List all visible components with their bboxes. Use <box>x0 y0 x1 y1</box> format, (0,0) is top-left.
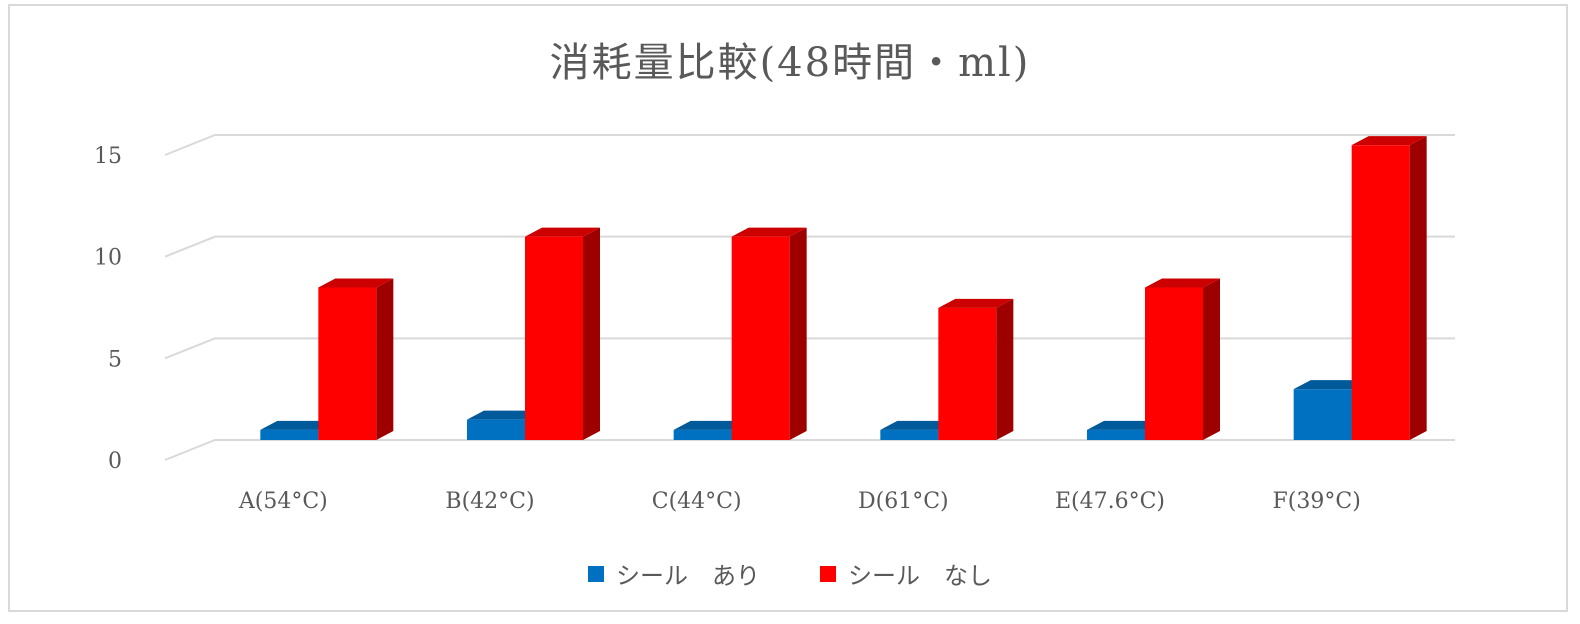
bars <box>260 136 1427 440</box>
bar-series-2 <box>318 278 394 440</box>
bar-series-2 <box>938 298 1014 440</box>
bar-series-2 <box>1351 136 1427 440</box>
bar-side <box>1203 278 1220 440</box>
bar-front <box>673 429 732 440</box>
gridline <box>164 134 1455 156</box>
bar-top <box>525 227 600 237</box>
bar-front <box>318 287 377 440</box>
y-tick-label: 0 <box>108 449 122 474</box>
bar-top <box>260 420 336 430</box>
gridline <box>164 439 1455 461</box>
bar-top <box>938 298 1014 308</box>
bar-side <box>996 298 1014 440</box>
x-category-label: E(47.6°C) <box>1055 489 1165 514</box>
bar-front <box>1145 287 1203 440</box>
legend-swatch-blue <box>588 565 604 582</box>
legend-swatch-red <box>820 565 836 582</box>
bar-top <box>1293 380 1369 390</box>
legend: シール あり シール なし <box>0 556 1580 591</box>
legend-label: シール あり <box>616 562 760 590</box>
bar-front <box>731 236 790 440</box>
bar-top <box>318 278 394 288</box>
bar-front <box>525 236 583 440</box>
gridline <box>164 235 1455 258</box>
x-category-label: F(39°C) <box>1273 489 1361 514</box>
bar-front <box>938 307 997 440</box>
bar-series-2 <box>1145 278 1220 440</box>
bar-top <box>1145 278 1220 288</box>
x-category-label: A(54°C) <box>238 489 328 514</box>
bar-series-2 <box>731 227 807 440</box>
legend-item-series-1[interactable]: シール あり <box>588 556 760 591</box>
bar-series-2 <box>525 227 600 440</box>
y-tick-label: 10 <box>94 246 122 271</box>
bar-top <box>880 420 956 430</box>
bar-front <box>1293 389 1352 440</box>
bar-front <box>1087 429 1145 440</box>
bar-front <box>260 429 319 440</box>
bar-side <box>789 227 807 440</box>
x-category-label: C(44°C) <box>652 489 742 514</box>
bar-front <box>1351 145 1410 440</box>
bar-front <box>467 419 525 440</box>
gridline <box>164 337 1455 360</box>
bar-front <box>880 429 939 440</box>
bar-top <box>1087 420 1162 430</box>
bar-top <box>731 227 807 237</box>
bar-top <box>1351 136 1427 146</box>
x-category-label: D(61°C) <box>858 489 949 514</box>
x-axis-labels: A(54°C) B(42°C) C(44°C) D(61°C) E(47.6°C) F(3… <box>238 489 1361 514</box>
bar-side <box>583 227 600 440</box>
legend-label: シール なし <box>848 562 992 590</box>
x-category-label: B(42°C) <box>445 489 534 514</box>
legend-item-series-2[interactable]: シール なし <box>820 556 992 591</box>
chart-title: 消耗量比較(48時間・ml) <box>549 40 1031 86</box>
gridlines <box>164 134 1455 461</box>
bar-top <box>467 410 542 420</box>
y-tick-label: 15 <box>94 144 122 169</box>
bar-side <box>376 278 394 440</box>
y-axis-ticks: 0 5 10 15 <box>94 144 122 474</box>
bar-top <box>673 420 749 430</box>
bar-side <box>1409 136 1427 440</box>
y-tick-label: 5 <box>108 347 122 372</box>
